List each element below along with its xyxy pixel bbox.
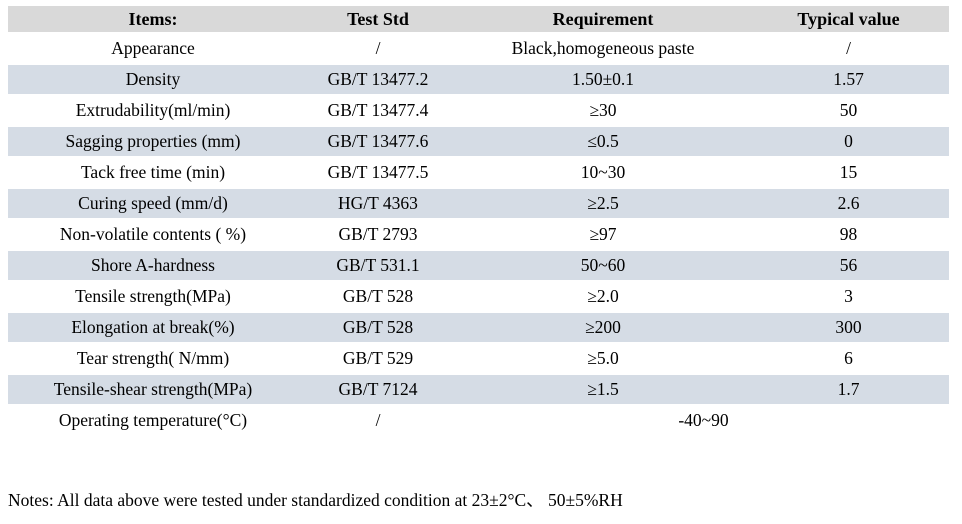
cell-item: Operating temperature(°C) <box>8 404 298 437</box>
cell-std: / <box>298 404 458 437</box>
cell-item: Appearance <box>8 32 298 65</box>
cell-typical: 98 <box>748 218 949 251</box>
cell-typical: 56 <box>748 249 949 282</box>
cell-std: GB/T 13477.6 <box>298 125 458 158</box>
cell-requirement: ≥2.0 <box>458 280 748 313</box>
cell-std: GB/T 529 <box>298 342 458 375</box>
cell-requirement: ≥2.5 <box>458 187 748 220</box>
cell-item: Tensile-shear strength(MPa) <box>8 373 298 406</box>
table-row: Curing speed (mm/d) HG/T 4363 ≥2.5 2.6 <box>8 187 949 220</box>
cell-std: HG/T 4363 <box>298 187 458 220</box>
cell-requirement: ≥30 <box>458 94 748 127</box>
table-row: Non-volatile contents ( %) GB/T 2793 ≥97… <box>8 218 949 251</box>
column-header-items: Items: <box>8 4 298 34</box>
column-header-std: Test Std <box>298 4 458 34</box>
table-row: Elongation at break(%) GB/T 528 ≥200 300 <box>8 311 949 344</box>
table-row: Density GB/T 13477.2 1.50±0.1 1.57 <box>8 63 949 96</box>
cell-requirement: 1.50±0.1 <box>458 63 748 96</box>
cell-item: Non-volatile contents ( %) <box>8 218 298 251</box>
cell-typical: / <box>748 32 949 65</box>
column-header-requirement: Requirement <box>458 4 748 34</box>
cell-requirement: ≥5.0 <box>458 342 748 375</box>
table-row: Operating temperature(°C) / -40~90 <box>8 404 949 437</box>
table-row: Tensile-shear strength(MPa) GB/T 7124 ≥1… <box>8 373 949 406</box>
cell-typical: 6 <box>748 342 949 375</box>
column-header-typical: Typical value <box>748 4 949 34</box>
cell-typical: 3 <box>748 280 949 313</box>
cell-std: / <box>298 32 458 65</box>
cell-requirement: Black,homogeneous paste <box>458 32 748 65</box>
cell-requirement: ≥200 <box>458 311 748 344</box>
cell-requirement: 10~30 <box>458 156 748 189</box>
cell-requirement: 50~60 <box>458 249 748 282</box>
cell-item: Tack free time (min) <box>8 156 298 189</box>
cell-std: GB/T 13477.4 <box>298 94 458 127</box>
cell-requirement-merged: -40~90 <box>458 404 949 437</box>
cell-std: GB/T 528 <box>298 280 458 313</box>
table-row: Shore A-hardness GB/T 531.1 50~60 56 <box>8 249 949 282</box>
cell-item: Sagging properties (mm) <box>8 125 298 158</box>
cell-std: GB/T 2793 <box>298 218 458 251</box>
table-row: Sagging properties (mm) GB/T 13477.6 ≤0.… <box>8 125 949 158</box>
cell-requirement: ≥97 <box>458 218 748 251</box>
cell-item: Shore A-hardness <box>8 249 298 282</box>
cell-item: Density <box>8 63 298 96</box>
cell-typical: 0 <box>748 125 949 158</box>
cell-std: GB/T 531.1 <box>298 249 458 282</box>
cell-std: GB/T 7124 <box>298 373 458 406</box>
cell-item: Elongation at break(%) <box>8 311 298 344</box>
cell-item: Tear strength( N/mm) <box>8 342 298 375</box>
header-row: Items: Test Std Requirement Typical valu… <box>8 4 949 34</box>
cell-std: GB/T 13477.5 <box>298 156 458 189</box>
cell-item: Tensile strength(MPa) <box>8 280 298 313</box>
table-row: Extrudability(ml/min) GB/T 13477.4 ≥30 5… <box>8 94 949 127</box>
cell-typical: 2.6 <box>748 187 949 220</box>
cell-typical: 50 <box>748 94 949 127</box>
cell-typical: 1.7 <box>748 373 949 406</box>
cell-item: Curing speed (mm/d) <box>8 187 298 220</box>
notes-text: Notes: All data above were tested under … <box>8 490 623 510</box>
table-row: Tack free time (min) GB/T 13477.5 10~30 … <box>8 156 949 189</box>
spec-table: Items: Test Std Requirement Typical valu… <box>8 4 949 437</box>
cell-std: GB/T 528 <box>298 311 458 344</box>
cell-typical: 15 <box>748 156 949 189</box>
table-row: Tear strength( N/mm) GB/T 529 ≥5.0 6 <box>8 342 949 375</box>
cell-typical: 1.57 <box>748 63 949 96</box>
cell-std: GB/T 13477.2 <box>298 63 458 96</box>
table-row: Appearance / Black,homogeneous paste / <box>8 32 949 65</box>
cell-typical: 300 <box>748 311 949 344</box>
cell-item: Extrudability(ml/min) <box>8 94 298 127</box>
table-row: Tensile strength(MPa) GB/T 528 ≥2.0 3 <box>8 280 949 313</box>
cell-requirement: ≥1.5 <box>458 373 748 406</box>
cell-requirement: ≤0.5 <box>458 125 748 158</box>
